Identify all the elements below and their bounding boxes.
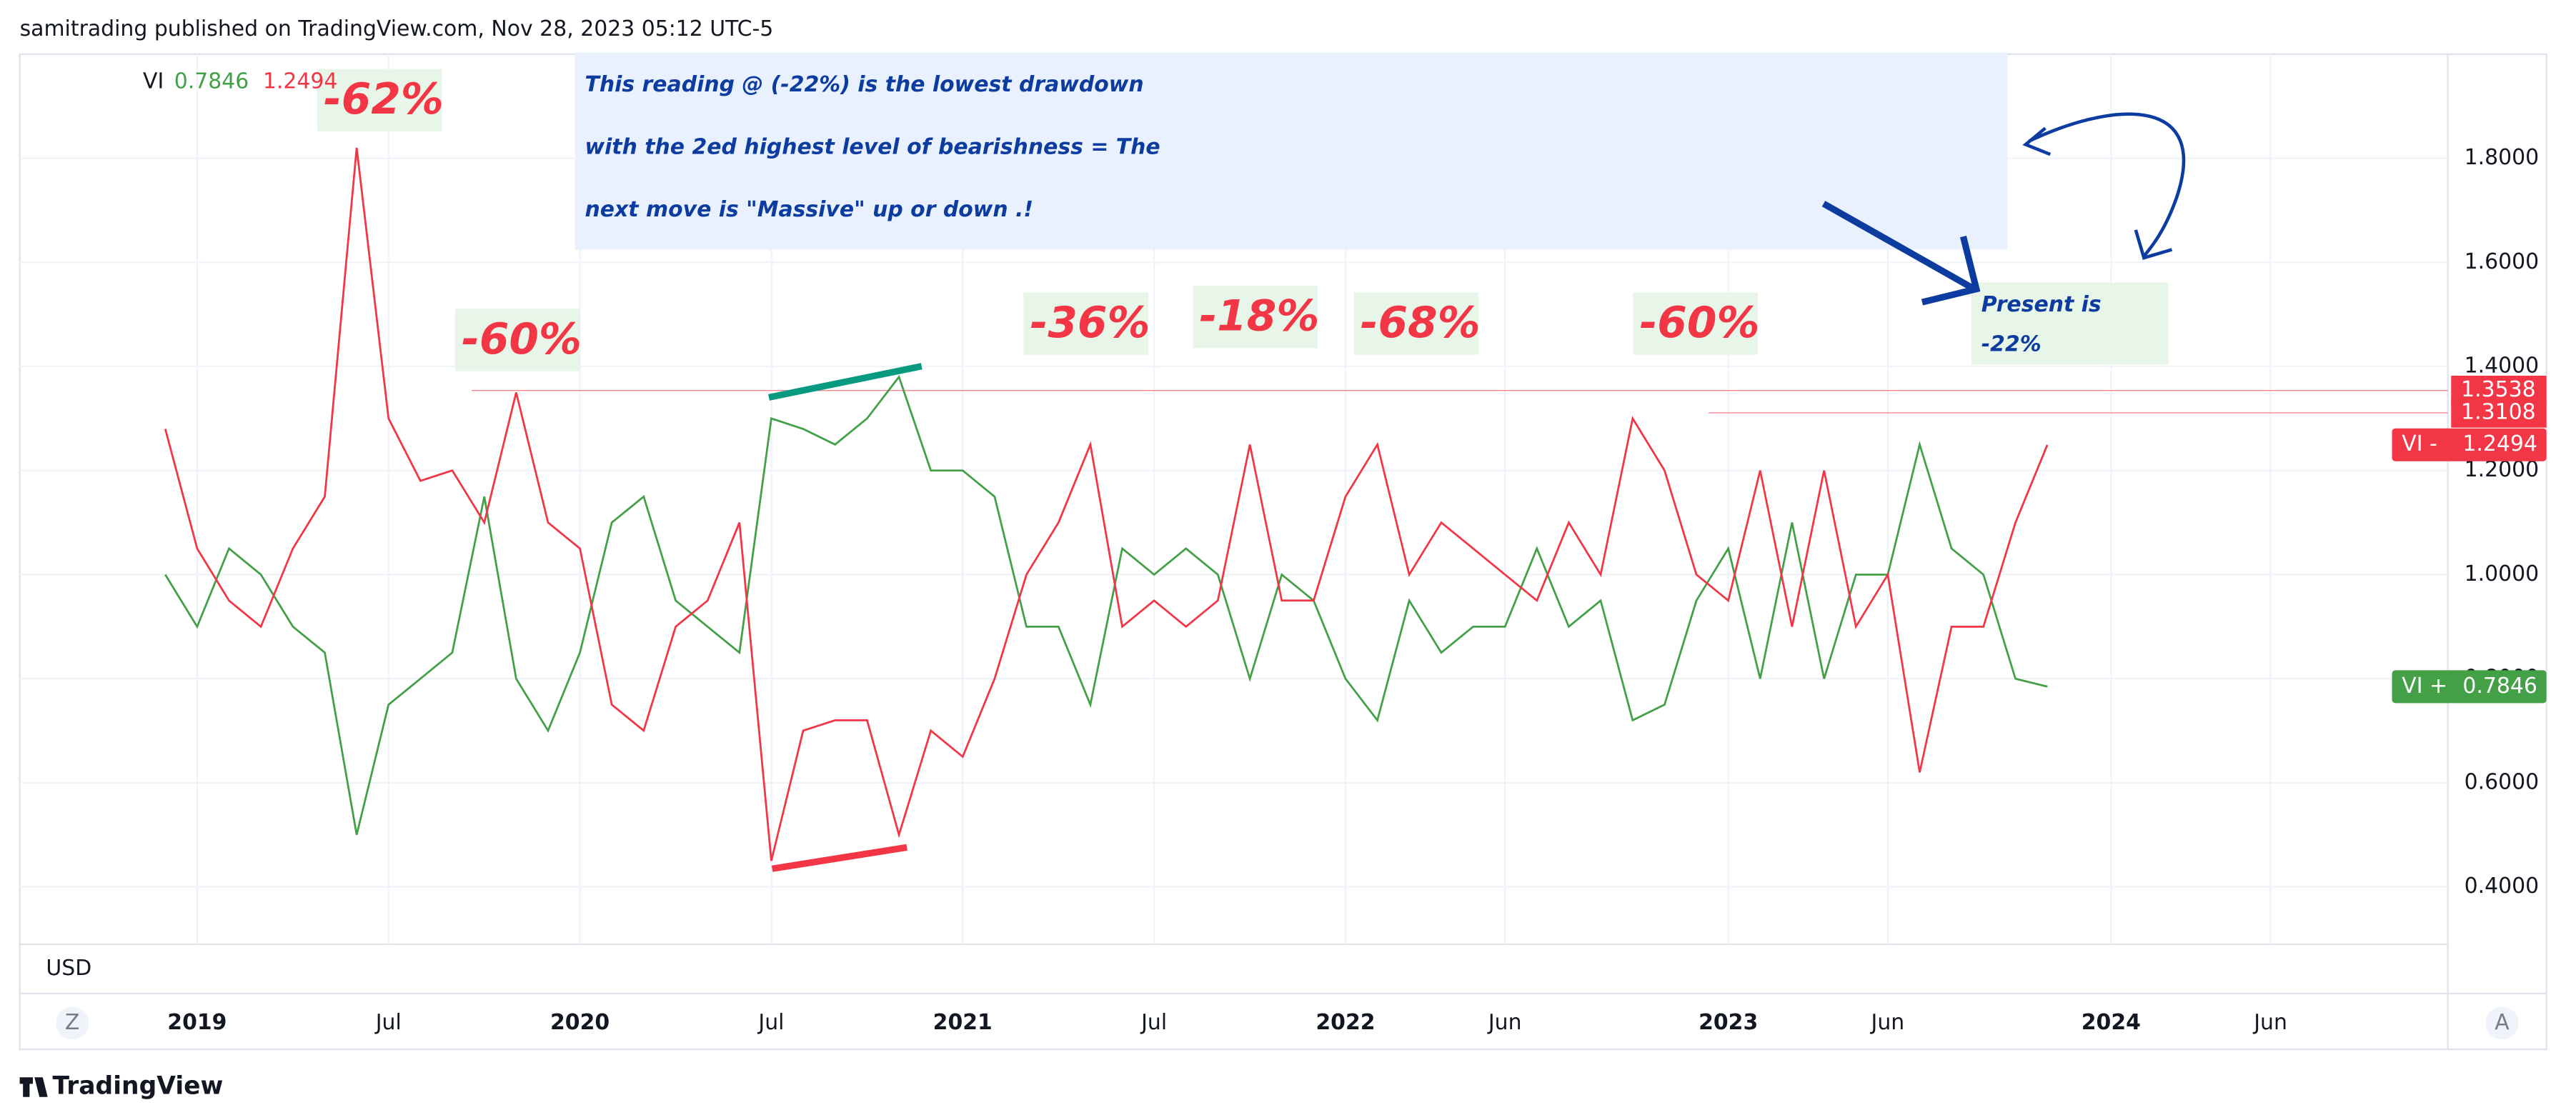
drawdown-label: -62% bbox=[324, 75, 444, 124]
price-label-bg bbox=[2451, 398, 2547, 428]
series-label-bg bbox=[2392, 670, 2547, 704]
series-label-bg bbox=[2392, 428, 2547, 461]
y-tick-label: 1.8000 bbox=[2465, 145, 2540, 170]
drawdown-bg bbox=[1193, 286, 1318, 349]
drawdown-bg bbox=[1633, 292, 1759, 355]
x-tick-label: Jun bbox=[1487, 1010, 1522, 1035]
note-line: next move is "Massive" up or down .! bbox=[585, 197, 1033, 222]
y-tick-label: 0.4000 bbox=[2465, 874, 2540, 899]
header: samitrading published on TradingView.com… bbox=[20, 16, 774, 41]
y-tick-label: 1.6000 bbox=[2465, 249, 2540, 274]
legend-title: VI bbox=[143, 69, 164, 94]
note-box bbox=[575, 52, 2008, 250]
y-tick-label: 1.4000 bbox=[2465, 354, 2540, 379]
price-label: 1.3108 bbox=[2461, 399, 2536, 424]
legend-value: 1.2494 bbox=[263, 69, 338, 94]
note-line: This reading @ (-22%) is the lowest draw… bbox=[585, 72, 1143, 97]
drawdown-bg bbox=[454, 309, 580, 371]
footer: TradingView bbox=[53, 1072, 224, 1101]
x-tick-label: Jun bbox=[2252, 1010, 2287, 1035]
y-tick-label: 0.6000 bbox=[2465, 769, 2540, 794]
zoom-button[interactable] bbox=[56, 1006, 89, 1040]
x-tick-label: Jul bbox=[757, 1010, 784, 1035]
series-line bbox=[164, 374, 2048, 835]
auto-button-label: A bbox=[2495, 1010, 2510, 1035]
series-value-label: 0.7846 bbox=[2462, 674, 2537, 699]
zoom-button-label: Z bbox=[65, 1010, 79, 1035]
note-box bbox=[1971, 282, 2169, 365]
drawdown-bg bbox=[1353, 292, 1479, 355]
drawdown-label: -60% bbox=[462, 315, 582, 364]
y-tick-label: 1.0000 bbox=[2465, 561, 2540, 586]
series-value-label: 1.2494 bbox=[2462, 431, 2537, 456]
x-tick-label: 2021 bbox=[933, 1010, 993, 1035]
x-tick-label: Jul bbox=[1140, 1010, 1167, 1035]
drawdown-label: -18% bbox=[1199, 292, 1319, 341]
x-tick-label: 2023 bbox=[1699, 1010, 1758, 1035]
arrow bbox=[1821, 201, 1981, 306]
currency: USD bbox=[46, 956, 91, 981]
legend-value: 0.7846 bbox=[174, 69, 249, 94]
drawdown-labels: -62% -60% -36% -18% -68% -60% bbox=[317, 69, 1760, 371]
series-name-label: VI + bbox=[2402, 674, 2447, 699]
x-tick-label: 2022 bbox=[1316, 1010, 1375, 1035]
note-line: with the 2ed highest level of bearishnes… bbox=[585, 134, 1160, 159]
x-tick-label: 2020 bbox=[550, 1010, 610, 1035]
x-tick-label: 2024 bbox=[2082, 1010, 2141, 1035]
x-tick-label: 2019 bbox=[167, 1010, 227, 1035]
drawdown-label: -36% bbox=[1030, 299, 1150, 348]
drawdown-bg bbox=[317, 69, 442, 131]
note-line: -22% bbox=[1981, 331, 2042, 356]
x-tick-label: Jul bbox=[374, 1010, 402, 1035]
y-tick-label: 1.2000 bbox=[2465, 457, 2540, 482]
drawdown-label: -68% bbox=[1361, 299, 1481, 348]
note-line: Present is bbox=[1981, 292, 2102, 317]
drawdown-label: -60% bbox=[1640, 299, 1760, 348]
auto-button[interactable] bbox=[2485, 1006, 2519, 1040]
plot bbox=[164, 147, 2448, 861]
series-line bbox=[164, 147, 2049, 861]
trend-line bbox=[771, 844, 907, 872]
x-tick-label: Jun bbox=[1870, 1010, 1905, 1035]
trend-line bbox=[768, 363, 923, 401]
series-name-label: VI - bbox=[2402, 431, 2437, 456]
logo bbox=[19, 1077, 48, 1097]
drawdown-bg bbox=[1023, 292, 1149, 355]
arrow bbox=[2022, 112, 2186, 260]
